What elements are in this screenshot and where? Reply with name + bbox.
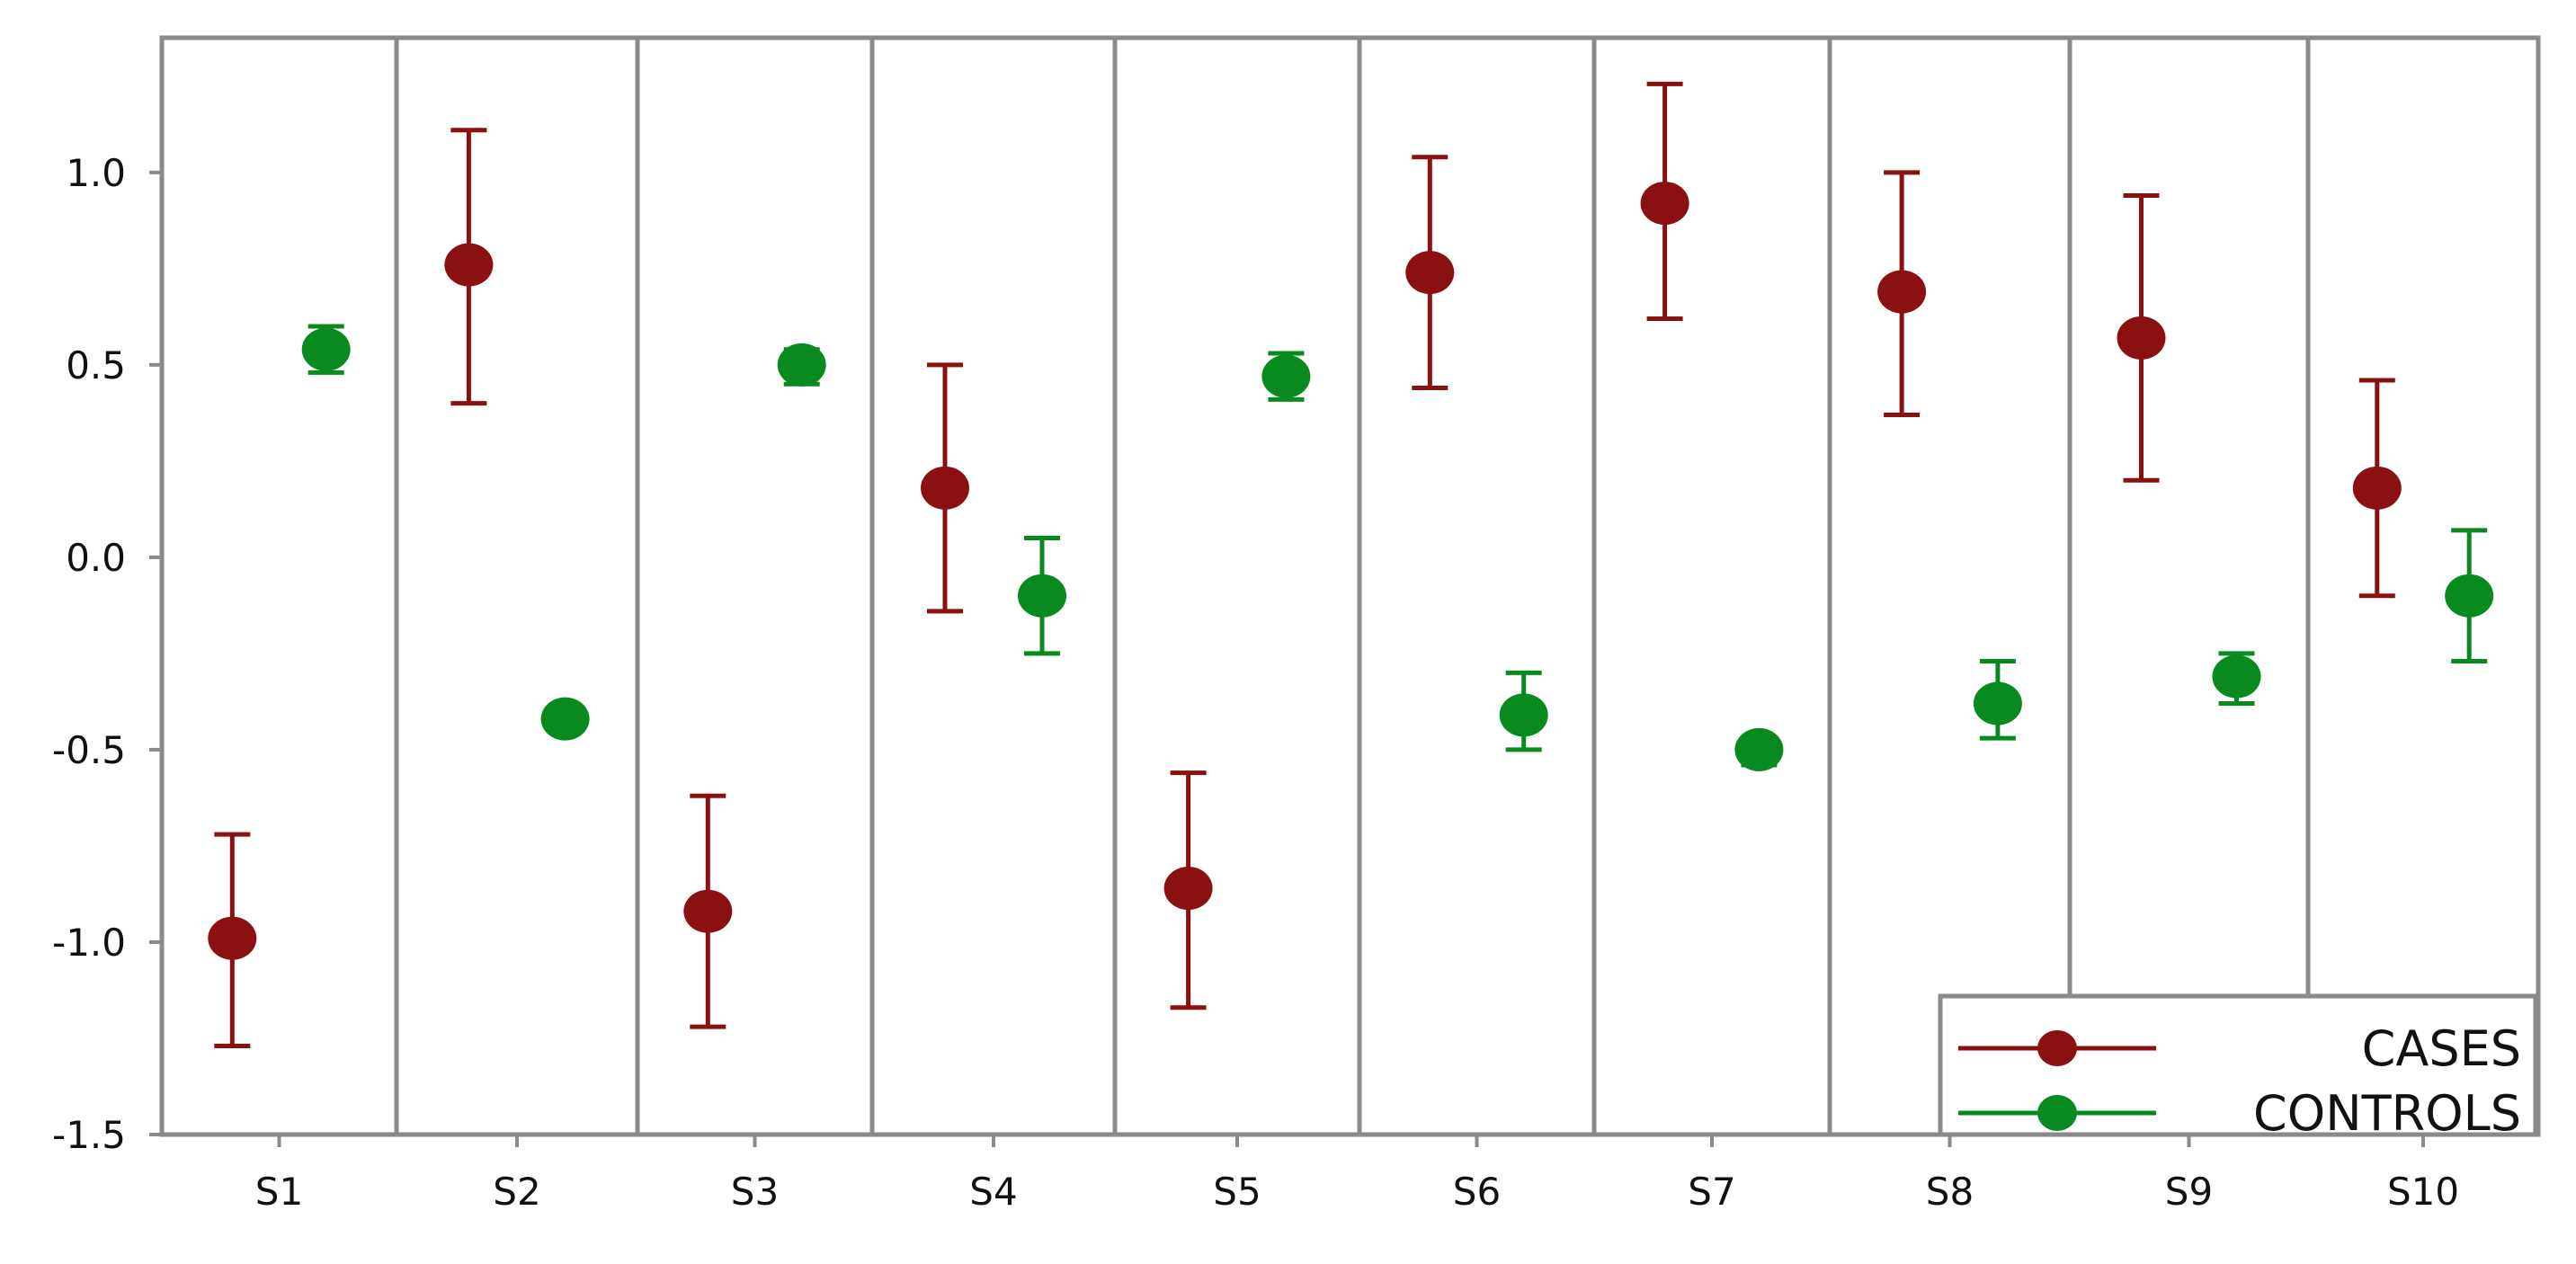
cases-point: [1640, 182, 1689, 226]
x-tick-label: S10: [2387, 1170, 2459, 1214]
panel-layer: [159, 35, 2541, 1137]
controls-point: [1018, 574, 1066, 618]
cases-point: [208, 916, 257, 960]
x-tick-label: S7: [1688, 1170, 1735, 1214]
controls-point: [777, 343, 826, 387]
y-tick-label: -0.5: [52, 728, 126, 772]
x-tick-label: S4: [969, 1170, 1017, 1214]
x-tick-label: S6: [1453, 1170, 1501, 1214]
legend-marker-cases: [2037, 1030, 2077, 1066]
controls-point: [2445, 574, 2494, 618]
cases-point: [1877, 270, 1927, 314]
cases-point: [1405, 251, 1455, 295]
plot-frame: [159, 35, 2541, 1137]
cases-point: [1163, 867, 1213, 911]
x-tick-label: S5: [1213, 1170, 1261, 1214]
controls-point: [1499, 693, 1548, 737]
y-tick-label: 0.5: [66, 343, 126, 387]
cases-point: [683, 889, 733, 933]
legend-marker-controls: [2037, 1095, 2077, 1131]
cases-point: [2117, 316, 2166, 360]
x-tick-label: S8: [1926, 1170, 1974, 1214]
y-tick-label: -1.5: [52, 1113, 126, 1157]
x-tick-label: S9: [2165, 1170, 2213, 1214]
controls-point: [1973, 681, 2022, 725]
y-tick-label: -1.0: [52, 921, 126, 965]
legend: CASES CONTROLS: [1938, 993, 2538, 1142]
tick-layer: 1.0 0.5 0.0 -0.5 -1.0 -1.5 S1 S2 S3 S4 S5 S6 S7 S8 S9 S…: [52, 151, 2459, 1214]
legend-label-controls: CONTROLS: [2253, 1085, 2521, 1142]
x-tick-label: S3: [731, 1170, 779, 1214]
legend-label-cases: CASES: [2362, 1020, 2521, 1077]
x-tick-label: S1: [255, 1170, 303, 1214]
controls-point: [2212, 654, 2261, 699]
controls-point: [540, 697, 590, 741]
controls-point: [301, 327, 351, 371]
y-tick-label: 1.0: [66, 151, 126, 195]
x-tick-label: S2: [493, 1170, 540, 1214]
controls-point: [1261, 354, 1311, 398]
y-tick-label: 0.0: [66, 536, 126, 580]
controls-point: [1734, 727, 1784, 771]
cases-point: [444, 243, 494, 287]
cases-point: [921, 466, 969, 510]
cases-point: [2352, 466, 2402, 510]
marks-layer: [208, 81, 2494, 1049]
